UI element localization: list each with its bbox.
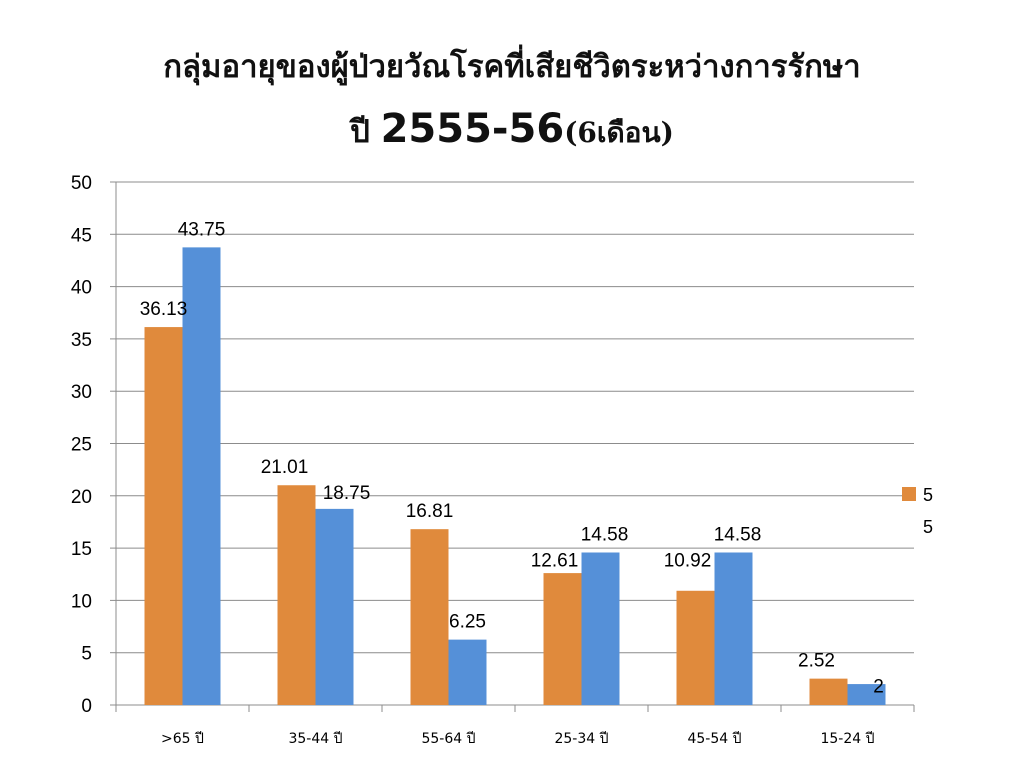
bar-series-2 [315,508,354,705]
chart-title-prefix: ปี [350,114,381,150]
data-labels: 36.1343.7521.0118.7516.816.2512.6114.581… [140,219,884,697]
y-tick-label: 5 [81,644,92,665]
bar-series-1 [809,678,848,705]
gridlines [116,181,914,654]
x-tick-label: 15-24 ปี [820,731,874,747]
legend-label: 5 [923,485,933,505]
data-label-series-1: 12.61 [531,550,579,571]
bar-series-1 [543,573,582,705]
y-tick-label: 50 [71,173,92,194]
chart-title-line2: ปี 2555-56(6เดือน) [0,98,1024,164]
legend-label: 5 [923,517,933,537]
bar-series-1 [144,327,183,705]
y-tick-label: 30 [71,382,92,403]
x-tick-label: 25-34 ปี [554,731,608,747]
data-label-series-2: 43.75 [178,219,226,240]
data-label-series-1: 10.92 [664,550,712,571]
chart-title-suffix: (6เดือน) [564,116,674,149]
bar-series-2 [581,552,620,705]
data-label-series-2: 2 [873,677,884,698]
x-tick-label: 35-44 ปี [288,731,342,747]
y-tick-label: 0 [81,696,92,717]
y-tick-label: 40 [71,278,92,299]
data-label-series-2: 14.58 [714,524,762,545]
chart-title-line1: กลุ่มอายุของผู้ป่วยวัณโรคที่เสียชีวิตระห… [163,49,861,85]
x-tick-label: 55-64 ปี [421,731,475,747]
y-tick-label: 45 [71,225,92,246]
x-tick-label: >65 ปี [161,731,204,747]
y-tick-label: 10 [71,591,92,612]
data-label-series-1: 21.01 [261,457,309,478]
bars [144,247,886,705]
axes: 0 5 10 15 20 25 30 35 40 45 50 >65 ปี 35-44 ปี 55-64 … [71,173,915,747]
chart-title-years: 2555-56 [380,106,565,152]
data-label-series-1: 2.52 [798,651,835,672]
legend-swatch [902,487,916,501]
y-tick-label: 15 [71,539,92,560]
bar-series-1 [676,590,715,705]
bar-series-2 [448,639,487,705]
chart-title: กลุ่มอายุของผู้ป่วยวัณโรคที่เสียชีวิตระห… [0,36,1024,164]
y-tick-label: 35 [71,330,92,351]
data-label-series-2: 6.25 [449,612,486,633]
legend: 55 [902,485,933,537]
data-label-series-2: 18.75 [323,483,371,504]
bar-series-2 [714,552,753,705]
bar-series-1 [277,485,316,705]
data-label-series-1: 36.13 [140,299,188,320]
bar-series-1 [410,529,449,705]
y-tick-label: 20 [71,487,92,508]
y-tick-label: 25 [71,435,92,456]
bar-series-2 [182,247,221,705]
x-tick-label: 45-54 ปี [687,731,741,747]
bar-series-2 [847,684,886,705]
data-label-series-2: 14.58 [581,524,629,545]
data-label-series-1: 16.81 [406,501,454,522]
